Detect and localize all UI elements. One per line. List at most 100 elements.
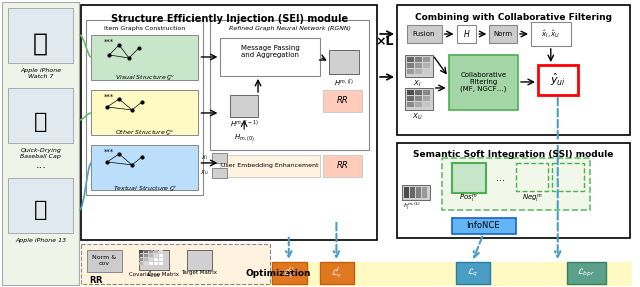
Text: InfoNCE: InfoNCE — [467, 221, 500, 230]
FancyBboxPatch shape — [489, 25, 517, 43]
FancyBboxPatch shape — [423, 102, 429, 107]
FancyBboxPatch shape — [92, 145, 198, 190]
Text: ...: ... — [495, 173, 505, 183]
Text: 🧢: 🧢 — [34, 112, 47, 132]
FancyBboxPatch shape — [531, 22, 571, 46]
FancyBboxPatch shape — [149, 254, 153, 257]
FancyBboxPatch shape — [566, 262, 606, 284]
FancyBboxPatch shape — [81, 244, 270, 284]
Text: Covariance Matrix: Covariance Matrix — [129, 272, 179, 277]
FancyBboxPatch shape — [407, 69, 414, 74]
Text: Item Graphs Construction: Item Graphs Construction — [104, 26, 186, 31]
FancyBboxPatch shape — [149, 250, 153, 253]
FancyBboxPatch shape — [402, 185, 429, 200]
Text: $Neg_i^m$: $Neg_i^m$ — [522, 193, 542, 205]
FancyBboxPatch shape — [449, 55, 518, 110]
Text: ...: ... — [35, 160, 46, 170]
FancyBboxPatch shape — [423, 69, 429, 74]
Text: $\mathcal{L}_q$: $\mathcal{L}_q$ — [467, 267, 478, 279]
FancyBboxPatch shape — [407, 63, 414, 68]
FancyBboxPatch shape — [8, 8, 74, 63]
Text: Optimization: Optimization — [245, 269, 310, 278]
FancyBboxPatch shape — [456, 25, 476, 43]
FancyBboxPatch shape — [81, 5, 377, 240]
FancyBboxPatch shape — [410, 187, 415, 198]
Text: User Embedding Enhancement: User Embedding Enhancement — [221, 163, 319, 168]
FancyBboxPatch shape — [407, 57, 414, 62]
FancyBboxPatch shape — [405, 55, 433, 77]
Text: Apple iPhone 13: Apple iPhone 13 — [15, 238, 67, 243]
Text: $Pos_i^m$: $Pos_i^m$ — [459, 193, 478, 205]
Text: $\mathcal{L}_v^U$: $\mathcal{L}_v^U$ — [283, 265, 295, 280]
FancyBboxPatch shape — [212, 168, 227, 178]
FancyBboxPatch shape — [92, 35, 198, 80]
Text: $\mathcal{L}_{bpr}$: $\mathcal{L}_{bpr}$ — [577, 267, 596, 279]
FancyBboxPatch shape — [272, 262, 307, 284]
FancyBboxPatch shape — [452, 163, 486, 193]
FancyBboxPatch shape — [159, 254, 163, 257]
FancyBboxPatch shape — [149, 258, 153, 261]
FancyBboxPatch shape — [87, 250, 122, 272]
FancyBboxPatch shape — [144, 250, 148, 253]
FancyBboxPatch shape — [405, 88, 433, 110]
FancyBboxPatch shape — [86, 20, 204, 195]
FancyBboxPatch shape — [442, 158, 591, 210]
Text: ***: *** — [104, 39, 115, 45]
Text: Collaborative
Filtering
(MF, NGCF…): Collaborative Filtering (MF, NGCF…) — [460, 72, 506, 92]
FancyBboxPatch shape — [154, 254, 158, 257]
FancyBboxPatch shape — [149, 262, 153, 265]
Text: RR: RR — [337, 161, 348, 170]
FancyBboxPatch shape — [139, 258, 143, 261]
Text: ***: *** — [104, 94, 115, 100]
Text: $X_I$: $X_I$ — [202, 154, 209, 162]
Text: Combining with Collaborative Filtering: Combining with Collaborative Filtering — [415, 13, 612, 22]
Text: ×L: ×L — [375, 35, 394, 48]
Text: $H^{m,(l)}$: $H^{m,(l)}$ — [335, 78, 355, 89]
FancyBboxPatch shape — [211, 20, 369, 150]
Text: $\mathbf{RR}$: $\mathbf{RR}$ — [90, 274, 104, 285]
FancyBboxPatch shape — [452, 218, 516, 234]
FancyBboxPatch shape — [144, 262, 148, 265]
FancyBboxPatch shape — [456, 262, 490, 284]
FancyBboxPatch shape — [397, 143, 630, 238]
FancyBboxPatch shape — [323, 155, 362, 177]
FancyBboxPatch shape — [407, 102, 414, 107]
FancyBboxPatch shape — [8, 178, 74, 233]
FancyBboxPatch shape — [220, 155, 319, 177]
FancyBboxPatch shape — [407, 25, 442, 43]
FancyBboxPatch shape — [422, 187, 427, 198]
FancyBboxPatch shape — [423, 96, 429, 101]
FancyBboxPatch shape — [516, 163, 548, 191]
FancyBboxPatch shape — [144, 254, 148, 257]
FancyBboxPatch shape — [397, 5, 630, 135]
FancyBboxPatch shape — [423, 57, 429, 62]
Text: $h_i^{m,(L)}$: $h_i^{m,(L)}$ — [403, 201, 421, 212]
FancyBboxPatch shape — [159, 250, 163, 253]
FancyBboxPatch shape — [154, 262, 158, 265]
FancyBboxPatch shape — [144, 258, 148, 261]
Text: Fusion: Fusion — [413, 31, 435, 37]
FancyBboxPatch shape — [159, 262, 163, 265]
Text: Semantic Soft Integration (SSI) module: Semantic Soft Integration (SSI) module — [413, 150, 613, 159]
FancyBboxPatch shape — [139, 250, 143, 253]
Text: ***: *** — [104, 149, 115, 155]
Text: ⌚: ⌚ — [33, 32, 48, 56]
Text: $X_I$: $X_I$ — [413, 79, 421, 89]
FancyBboxPatch shape — [139, 262, 143, 265]
FancyBboxPatch shape — [415, 69, 422, 74]
Text: Refined Graph Neural Network (RGNN): Refined Graph Neural Network (RGNN) — [228, 26, 351, 31]
FancyBboxPatch shape — [8, 88, 74, 143]
FancyBboxPatch shape — [2, 2, 79, 285]
Text: Other Structure $\mathcal{G}^o$: Other Structure $\mathcal{G}^o$ — [115, 129, 175, 138]
Text: $X_U$: $X_U$ — [412, 112, 422, 122]
FancyBboxPatch shape — [404, 187, 409, 198]
FancyBboxPatch shape — [407, 90, 414, 95]
Text: Quick-Drying
Baseball Cap: Quick-Drying Baseball Cap — [20, 148, 61, 159]
FancyBboxPatch shape — [139, 250, 169, 270]
FancyBboxPatch shape — [423, 63, 429, 68]
FancyBboxPatch shape — [187, 250, 212, 270]
FancyBboxPatch shape — [552, 163, 584, 191]
FancyBboxPatch shape — [415, 102, 422, 107]
Text: Structure Efficiently Injection (SEI) module: Structure Efficiently Injection (SEI) mo… — [111, 14, 348, 24]
FancyBboxPatch shape — [230, 95, 258, 117]
